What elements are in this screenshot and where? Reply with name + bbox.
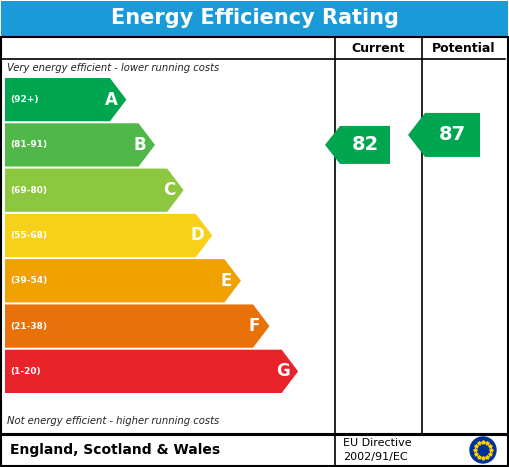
Text: (21-38): (21-38) [10,322,47,331]
Text: F: F [249,317,261,335]
Polygon shape [5,78,126,121]
Polygon shape [5,259,241,303]
Text: Energy Efficiency Rating: Energy Efficiency Rating [110,8,399,28]
Text: (81-91): (81-91) [10,141,47,149]
Text: EU Directive
2002/91/EC: EU Directive 2002/91/EC [343,439,412,461]
Polygon shape [408,113,480,157]
Bar [1,37,508,435]
Polygon shape [5,123,155,167]
Polygon shape [5,169,184,212]
Text: A: A [105,91,118,109]
Polygon shape [325,126,390,164]
Text: (69-80): (69-80) [10,186,47,195]
Bar [1,1,508,36]
Text: Very energy efficient - lower running costs: Very energy efficient - lower running co… [7,63,219,73]
Text: England, Scotland & Wales: England, Scotland & Wales [10,443,220,457]
Text: B: B [134,136,147,154]
Text: 87: 87 [439,126,466,144]
Circle shape [470,437,496,463]
Text: (1-20): (1-20) [10,367,41,376]
Text: E: E [220,272,232,290]
Text: G: G [276,362,290,380]
Text: (39-54): (39-54) [10,276,47,285]
Text: C: C [163,181,175,199]
Polygon shape [5,350,298,393]
Text: 82: 82 [351,135,379,155]
Bar [1,434,508,466]
Text: Potential: Potential [432,42,495,55]
Text: D: D [190,226,204,245]
Polygon shape [5,304,269,348]
Text: (92+): (92+) [10,95,39,104]
Text: (55-68): (55-68) [10,231,47,240]
Text: Not energy efficient - higher running costs: Not energy efficient - higher running co… [7,416,219,426]
Text: Current: Current [352,42,405,55]
Polygon shape [5,214,212,257]
